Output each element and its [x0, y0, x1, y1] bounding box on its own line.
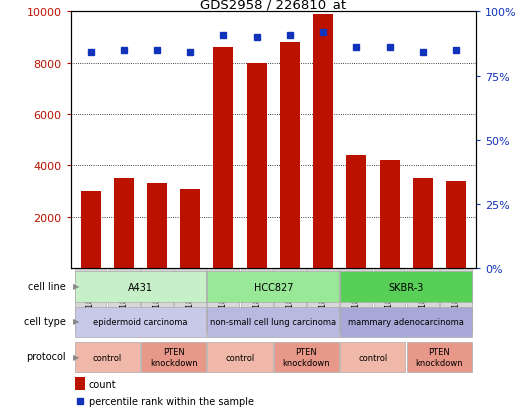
Bar	[380, 161, 400, 268]
Bar	[108, 269, 140, 332]
Bar	[75, 307, 206, 337]
Text: GSM183436: GSM183436	[219, 278, 228, 323]
Text: GSM183443: GSM183443	[451, 278, 460, 323]
Text: cell line: cell line	[28, 281, 65, 291]
Text: non-small cell lung carcinoma: non-small cell lung carcinoma	[210, 318, 336, 327]
Text: GSM183438: GSM183438	[286, 278, 294, 323]
Text: SKBR-3: SKBR-3	[389, 282, 424, 292]
Bar	[440, 269, 472, 332]
Text: control: control	[225, 353, 255, 362]
Bar	[141, 269, 173, 332]
Text: GSM183442: GSM183442	[418, 278, 427, 323]
Bar	[346, 156, 366, 268]
Bar	[241, 269, 272, 332]
Text: percentile rank within the sample: percentile rank within the sample	[89, 396, 254, 406]
Text: count: count	[89, 379, 117, 389]
Bar	[274, 269, 306, 332]
Bar	[208, 272, 339, 302]
Bar	[413, 179, 433, 268]
Text: GSM183434: GSM183434	[153, 278, 162, 323]
Bar	[75, 342, 140, 373]
Bar	[147, 184, 167, 268]
Text: GSM183439: GSM183439	[319, 278, 327, 323]
Bar	[407, 269, 439, 332]
Bar	[340, 307, 472, 337]
Text: PTEN
knockdown: PTEN knockdown	[416, 348, 463, 367]
Bar	[280, 43, 300, 268]
Text: GSM183435: GSM183435	[186, 278, 195, 323]
Bar	[274, 342, 339, 373]
Bar	[340, 272, 472, 302]
Bar	[313, 15, 333, 268]
Bar	[75, 377, 85, 389]
Text: GSM183433: GSM183433	[119, 278, 128, 323]
Title: GDS2958 / 226810_at: GDS2958 / 226810_at	[200, 0, 346, 11]
Text: GSM183440: GSM183440	[352, 278, 361, 323]
Bar	[307, 269, 339, 332]
Bar	[340, 269, 372, 332]
Bar	[114, 179, 134, 268]
Bar	[75, 272, 206, 302]
Bar	[213, 48, 233, 268]
Bar	[208, 307, 339, 337]
Text: epidermoid carcinoma: epidermoid carcinoma	[93, 318, 188, 327]
Bar	[75, 269, 107, 332]
Bar	[373, 269, 405, 332]
Text: GSM183441: GSM183441	[385, 278, 394, 323]
Bar	[340, 342, 405, 373]
Bar	[247, 64, 267, 268]
Text: GSM183437: GSM183437	[252, 278, 261, 323]
Text: cell type: cell type	[24, 316, 65, 326]
Text: ▶: ▶	[73, 317, 79, 325]
Text: control: control	[358, 353, 388, 362]
Text: ▶: ▶	[73, 352, 79, 361]
Bar	[174, 269, 206, 332]
Text: HCC827: HCC827	[254, 282, 293, 292]
Bar	[446, 181, 466, 268]
Text: mammary adenocarcinoma: mammary adenocarcinoma	[348, 318, 464, 327]
Bar	[208, 269, 240, 332]
Text: A431: A431	[128, 282, 153, 292]
Bar	[407, 342, 472, 373]
Text: control: control	[93, 353, 122, 362]
Bar	[180, 189, 200, 268]
Text: GSM183432: GSM183432	[86, 278, 95, 323]
Text: ▶: ▶	[73, 282, 79, 290]
Text: protocol: protocol	[26, 351, 65, 361]
Bar	[208, 342, 272, 373]
Text: PTEN
knockdown: PTEN knockdown	[282, 348, 331, 367]
Text: PTEN
knockdown: PTEN knockdown	[150, 348, 197, 367]
Bar	[141, 342, 206, 373]
Bar	[81, 192, 100, 268]
